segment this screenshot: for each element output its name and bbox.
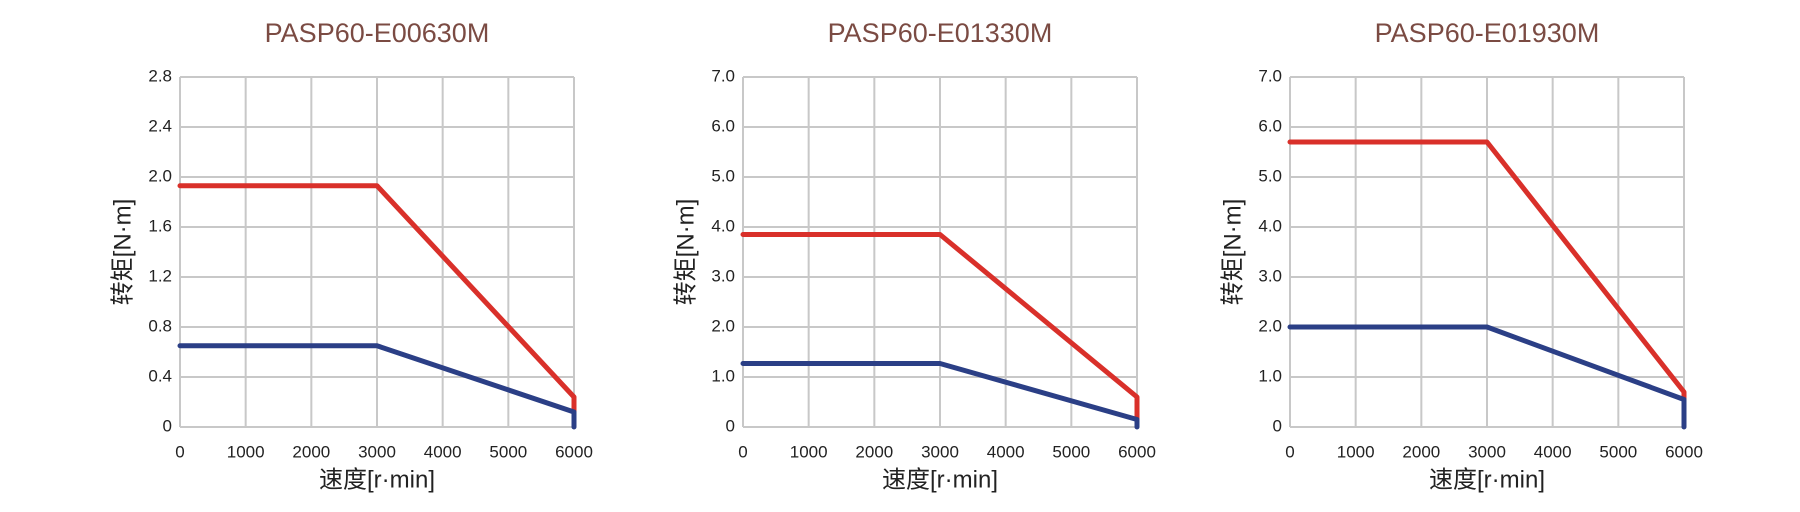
y-tick-label: 4.0 [711, 216, 735, 235]
x-tick-label: 1000 [1337, 442, 1375, 461]
x-axis-label: 速度[r·min] [1429, 466, 1545, 493]
y-tick-label: 4.0 [1258, 216, 1282, 235]
data-line [740, 232, 1140, 422]
x-tick-label: 3000 [921, 442, 959, 461]
y-tick-label: 1.6 [148, 216, 172, 235]
y-axis-label: 转矩[N·m] [1219, 199, 1246, 306]
x-tick-label: 1000 [227, 442, 265, 461]
x-tick-label: 0 [738, 442, 747, 461]
x-axis-label: 速度[r·min] [882, 466, 998, 493]
y-tick-label: 7.0 [1258, 66, 1282, 85]
x-tick-label: 4000 [1534, 442, 1572, 461]
chart-title: PASP60-E01930M [1375, 18, 1600, 48]
y-tick-label: 0 [163, 416, 172, 435]
y-tick-label: 7.0 [711, 66, 735, 85]
y-tick-label: 0.4 [148, 366, 172, 385]
y-tick-label: 6.0 [711, 116, 735, 135]
x-tick-label: 5000 [489, 442, 527, 461]
x-tick-label: 6000 [1118, 442, 1156, 461]
y-tick-label: 0 [1273, 416, 1282, 435]
x-tick-label: 6000 [555, 442, 593, 461]
y-tick-label: 1.0 [711, 366, 735, 385]
x-axis-label: 速度[r·min] [319, 466, 435, 493]
y-tick-label: 2.8 [148, 66, 172, 85]
y-tick-label: 3.0 [711, 266, 735, 285]
x-tick-label: 3000 [358, 442, 396, 461]
y-tick-label: 0 [726, 416, 735, 435]
x-tick-label: 4000 [987, 442, 1025, 461]
data-line [740, 361, 1140, 430]
x-tick-label: 1000 [790, 442, 828, 461]
y-tick-label: 2.0 [711, 316, 735, 335]
x-tick-label: 2000 [1402, 442, 1440, 461]
x-tick-label: 3000 [1468, 442, 1506, 461]
x-tick-label: 6000 [1665, 442, 1703, 461]
y-tick-label: 0.8 [148, 316, 172, 335]
y-tick-label: 5.0 [1258, 166, 1282, 185]
data-line [1287, 139, 1687, 402]
y-tick-label: 3.0 [1258, 266, 1282, 285]
y-tick-label: 1.0 [1258, 366, 1282, 385]
data-line [1287, 324, 1687, 430]
x-tick-label: 0 [1285, 442, 1294, 461]
x-tick-label: 2000 [292, 442, 330, 461]
x-tick-label: 4000 [424, 442, 462, 461]
y-tick-label: 2.4 [148, 116, 172, 135]
y-axis-label: 转矩[N·m] [672, 199, 699, 306]
y-axis-label: 转矩[N·m] [109, 199, 136, 306]
y-tick-label: 1.2 [148, 266, 172, 285]
y-tick-label: 6.0 [1258, 116, 1282, 135]
y-tick-label: 2.0 [148, 166, 172, 185]
chart-title: PASP60-E01330M [828, 18, 1053, 48]
x-tick-label: 2000 [855, 442, 893, 461]
x-tick-label: 5000 [1599, 442, 1637, 461]
data-line [177, 183, 577, 415]
y-tick-label: 5.0 [711, 166, 735, 185]
x-tick-label: 5000 [1052, 442, 1090, 461]
data-line [177, 343, 577, 430]
chart-title: PASP60-E00630M [265, 18, 490, 48]
y-tick-label: 2.0 [1258, 316, 1282, 335]
x-tick-label: 0 [175, 442, 184, 461]
